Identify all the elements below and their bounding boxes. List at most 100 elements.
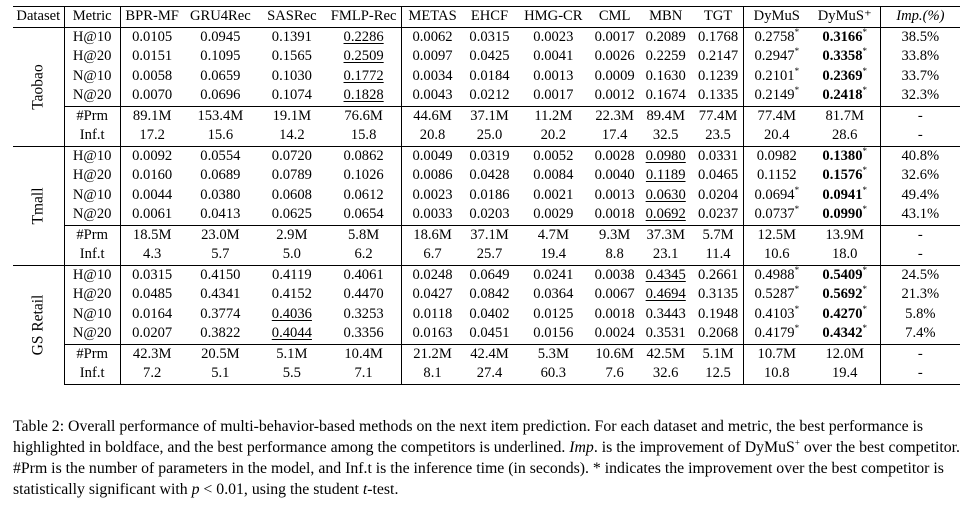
value-cell: 14.2 xyxy=(279,127,305,143)
value-cell: 0.4345 xyxy=(638,264,694,285)
value-cell: 0.4119 xyxy=(257,264,327,285)
value-cell: 32.6% xyxy=(879,166,960,186)
value-cell: 0.1772 xyxy=(343,67,384,84)
metric-cell: N@10 xyxy=(63,304,121,324)
value-cell: 0.0018 xyxy=(594,305,635,322)
value-cell: 0.0040 xyxy=(594,167,635,183)
value-cell: 7.2 xyxy=(119,364,184,385)
value-cell: 0.0980 xyxy=(638,145,694,166)
value-cell: 77.4M xyxy=(742,105,810,126)
value-cell: 0.3822 xyxy=(200,325,241,341)
metric-cell: N@10 xyxy=(63,185,121,205)
value-cell: 10.4M xyxy=(326,343,402,364)
metric-cell: H@10 xyxy=(63,26,121,47)
value-cell: 37.1M xyxy=(463,224,516,245)
value-cell: 0.0023 xyxy=(400,185,464,205)
col-header-metric: Metric xyxy=(63,6,121,28)
value-cell: 9.3M xyxy=(591,224,639,245)
value-cell: 0.0207 xyxy=(119,324,184,344)
value-cell: 0.2068 xyxy=(697,325,739,341)
value-cell: 0.0945 xyxy=(183,26,258,47)
value-cell: 0.2509 xyxy=(343,48,384,64)
value-cell: 0.4342* xyxy=(822,323,868,341)
dataset-label: Taobao xyxy=(13,26,65,146)
col-header-dymus-plus: DyMuS⁺ xyxy=(809,6,881,28)
value-cell: 5.0 xyxy=(282,246,301,262)
value-cell: 0.3443 xyxy=(645,305,686,322)
value-cell: 0.5692* xyxy=(822,284,868,302)
metric-cell: H@20 xyxy=(63,285,121,305)
value-cell: 0.4694 xyxy=(645,286,686,302)
value-cell: 20.5M xyxy=(183,343,258,364)
value-cell: 0.4103* xyxy=(742,304,810,324)
dataset-name: GS Retail xyxy=(29,294,47,356)
value-cell: 0.3356 xyxy=(343,325,384,341)
value-cell: 0.0649 xyxy=(463,264,516,285)
value-cell: 0.0737* xyxy=(742,205,810,225)
table-header-row: Dataset Metric BPR-MF GRU4Rec SASRec FML… xyxy=(13,6,960,28)
value-cell: 40.8% xyxy=(879,145,960,166)
value-cell: 0.0043 xyxy=(400,86,464,106)
value-cell: 0.0428 xyxy=(469,167,510,183)
value-cell: 0.1576* xyxy=(822,165,868,183)
value-cell: 0.0029 xyxy=(533,206,574,222)
value-cell: 0.0097 xyxy=(400,47,464,67)
value-cell: 0.0061 xyxy=(119,205,184,225)
value-cell: 13.9M xyxy=(809,224,881,245)
value-cell: 0.0028 xyxy=(591,145,639,166)
caption-p-variable: p xyxy=(191,481,200,498)
value-cell: 0.0023 xyxy=(515,26,592,47)
value-cell: 0.4152 xyxy=(271,286,312,302)
caption-part-1: Table 2: Overall performance of multi-be… xyxy=(13,418,924,456)
value-cell: 0.3358* xyxy=(822,46,868,64)
value-cell: 0.1565 xyxy=(271,48,312,64)
value-cell: 5.3M xyxy=(515,343,592,364)
table-row: N@10 0.0164 0.3774 0.4036 0.3253 0.0118 0.0402… xyxy=(13,304,960,324)
value-cell: 42.3M xyxy=(119,343,184,364)
value-cell: 0.1948 xyxy=(697,305,739,322)
value-cell: 0.0156 xyxy=(533,325,574,341)
metric-cell: Inf.t xyxy=(63,126,121,146)
value-cell: 89.1M xyxy=(119,105,184,126)
metric-cell: H@20 xyxy=(63,47,121,67)
value-cell: 11.4 xyxy=(705,246,731,262)
dataset-name: Tmall xyxy=(29,186,47,225)
value-cell: 10.6 xyxy=(742,245,810,265)
value-cell: 0.0070 xyxy=(119,86,184,106)
value-cell: - xyxy=(879,224,960,245)
value-cell: 0.0118 xyxy=(400,304,464,324)
value-cell: 0.0164 xyxy=(119,304,184,324)
value-cell: 0.4341 xyxy=(200,286,241,302)
value-cell: 0.2947* xyxy=(742,47,810,67)
value-cell: 0.0608 xyxy=(271,186,312,203)
value-cell: 0.1189 xyxy=(645,167,686,183)
value-cell: 44.6M xyxy=(400,105,464,126)
value-cell: 27.4 xyxy=(463,364,516,385)
value-cell: 0.0204 xyxy=(697,186,739,203)
value-cell: 5.1 xyxy=(183,364,258,385)
col-header-cml: CML xyxy=(591,6,639,28)
value-cell: 0.0842 xyxy=(469,286,510,302)
metric-cell: N@20 xyxy=(63,324,121,344)
value-cell: 89.4M xyxy=(638,105,694,126)
value-cell: 23.1 xyxy=(652,246,679,262)
value-cell: 19.4 xyxy=(809,364,881,385)
value-cell: 10.6M xyxy=(591,343,639,364)
value-cell: 0.2661 xyxy=(693,264,744,285)
dataset-label: GS Retail xyxy=(13,264,65,384)
value-cell: 0.0052 xyxy=(515,145,592,166)
value-cell: 0.0465 xyxy=(697,167,739,183)
value-cell: 18.5M xyxy=(119,224,184,245)
value-cell: 5.5 xyxy=(257,364,327,385)
value-cell: 6.7 xyxy=(400,245,464,265)
col-header-mbn: MBN xyxy=(638,6,694,28)
table-row: Inf.t 17.2 15.6 14.2 15.8 20.8 25.0 20.2 17.4 32.… xyxy=(13,126,960,146)
value-cell: 0.0021 xyxy=(533,186,574,203)
value-cell: 0.0380 xyxy=(200,186,241,203)
table-row: #Prm 89.1M 153.4M 19.1M 76.6M 44.6M 37.1M 11.2M… xyxy=(13,105,960,126)
value-cell: 7.6 xyxy=(591,364,639,385)
value-cell: 0.3531 xyxy=(645,325,686,341)
value-cell: 0.0186 xyxy=(469,186,510,203)
col-header-metas: METAS xyxy=(400,6,464,28)
value-cell: 0.0990* xyxy=(822,204,868,222)
